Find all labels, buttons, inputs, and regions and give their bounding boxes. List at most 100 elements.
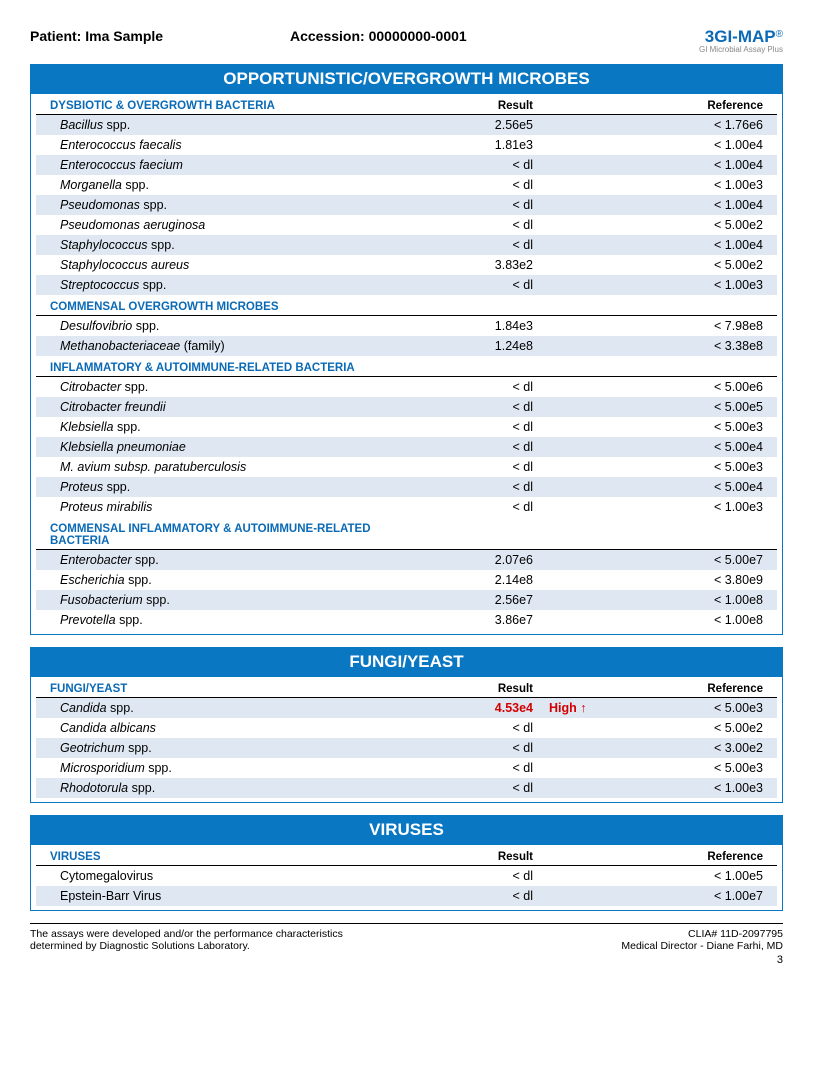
reference-value: < 1.00e8	[623, 613, 763, 627]
col-reference	[623, 523, 763, 547]
result-value: 2.56e5	[403, 118, 533, 132]
data-row: Geotrichum spp.< dl< 3.00e2	[36, 738, 777, 758]
reference-value: < 5.00e3	[623, 460, 763, 474]
col-result	[403, 362, 533, 374]
col-reference	[623, 362, 763, 374]
result-value: < dl	[403, 869, 533, 883]
organism-name: Fusobacterium spp.	[50, 593, 403, 607]
logo-prefix: 3	[705, 27, 714, 46]
col-result: Result	[403, 100, 533, 112]
reference-value: < 1.00e3	[623, 178, 763, 192]
panel: OPPORTUNISTIC/OVERGROWTH MICROBES DYSBIOT…	[30, 64, 783, 635]
group-header: FUNGI/YEASTResultReference	[36, 679, 777, 698]
organism-name: Rhodotorula spp.	[50, 781, 403, 795]
group-header: COMMENSAL INFLAMMATORY & AUTOIMMUNE-RELA…	[36, 519, 777, 550]
result-flag	[533, 721, 623, 735]
reference-value: < 5.00e3	[623, 420, 763, 434]
col-result: Result	[403, 683, 533, 695]
reference-value: < 5.00e6	[623, 380, 763, 394]
reference-value: < 3.38e8	[623, 339, 763, 353]
organism-name: Epstein-Barr Virus	[50, 889, 403, 903]
organism-name: Enterobacter spp.	[50, 553, 403, 567]
data-row: Enterococcus faecalis1.81e3 < 1.00e4	[36, 135, 777, 155]
accession-value: 00000000-0001	[369, 28, 467, 44]
result-flag	[533, 178, 623, 192]
logo-subtitle: GI Microbial Assay Plus	[699, 46, 783, 54]
page-footer: The assays were developed and/or the per…	[30, 923, 783, 966]
col-reference: Reference	[623, 100, 763, 112]
data-row: Rhodotorula spp.< dl< 1.00e3	[36, 778, 777, 798]
group-label: DYSBIOTIC & OVERGROWTH BACTERIA	[50, 100, 403, 112]
patient-name: Ima Sample	[85, 28, 163, 44]
organism-name: Citrobacter spp.	[50, 380, 403, 394]
reference-value: < 1.00e4	[623, 198, 763, 212]
result-flag	[533, 480, 623, 494]
result-value: < dl	[403, 198, 533, 212]
reference-value: < 3.80e9	[623, 573, 763, 587]
data-row: Methanobacteriaceae (family)1.24e8< 3.38…	[36, 336, 777, 356]
data-row: Staphylococcus aureus3.83e2< 5.00e2	[36, 255, 777, 275]
reference-value: < 1.00e7	[623, 889, 763, 903]
result-flag	[533, 138, 623, 152]
reference-value: < 5.00e3	[623, 701, 763, 715]
reference-value: < 5.00e4	[623, 440, 763, 454]
reference-value: < 3.00e2	[623, 741, 763, 755]
col-result	[403, 301, 533, 313]
organism-name: Microsporidium spp.	[50, 761, 403, 775]
result-value: 2.14e8	[403, 573, 533, 587]
result-value: 1.81e3	[403, 138, 533, 152]
page-header: Patient: Ima Sample Accession: 00000000-…	[30, 28, 783, 54]
result-flag	[533, 238, 623, 252]
result-value: < dl	[403, 400, 533, 414]
col-result: Result	[403, 851, 533, 863]
result-value: 2.07e6	[403, 553, 533, 567]
result-value: 1.24e8	[403, 339, 533, 353]
result-value: < dl	[403, 781, 533, 795]
result-flag: High ↑	[533, 701, 623, 715]
panel-title: OPPORTUNISTIC/OVERGROWTH MICROBES	[31, 65, 782, 94]
data-row: Prevotella spp.3.86e7< 1.00e8	[36, 610, 777, 630]
col-reference: Reference	[623, 851, 763, 863]
col-reference	[623, 301, 763, 313]
result-value: < dl	[403, 158, 533, 172]
reference-value: < 5.00e4	[623, 480, 763, 494]
result-flag	[533, 553, 623, 567]
result-flag	[533, 278, 623, 292]
accession-block: Accession: 00000000-0001	[290, 28, 467, 44]
result-value: 1.84e3	[403, 319, 533, 333]
organism-name: Enterococcus faecalis	[50, 138, 403, 152]
result-flag	[533, 500, 623, 514]
reference-value: < 1.00e4	[623, 138, 763, 152]
logo-reg: ®	[776, 29, 783, 40]
data-row: Epstein-Barr Virus< dl< 1.00e7	[36, 886, 777, 906]
patient-label: Patient:	[30, 28, 81, 44]
data-row: Proteus mirabilis< dl< 1.00e3	[36, 497, 777, 517]
group-label: INFLAMMATORY & AUTOIMMUNE-RELATED BACTER…	[50, 362, 403, 374]
reference-value: < 1.00e5	[623, 869, 763, 883]
data-row: Klebsiella spp.< dl< 5.00e3	[36, 417, 777, 437]
result-value: < dl	[403, 480, 533, 494]
data-row: Candida spp.4.53e4High ↑< 5.00e3	[36, 698, 777, 718]
result-value: 4.53e4	[403, 701, 533, 715]
result-value: 2.56e7	[403, 593, 533, 607]
result-flag	[533, 593, 623, 607]
footer-right: CLIA# 11D-2097795 Medical Director - Dia…	[621, 928, 783, 966]
organism-name: Cytomegalovirus	[50, 869, 403, 883]
result-flag	[533, 440, 623, 454]
data-row: Morganella spp.< dl< 1.00e3	[36, 175, 777, 195]
result-value: 3.83e2	[403, 258, 533, 272]
organism-name: Bacillus spp.	[50, 118, 403, 132]
footer-text-2: determined by Diagnostic Solutions Labor…	[30, 940, 621, 952]
reference-value: < 1.00e8	[623, 593, 763, 607]
organism-name: Streptococcus spp.	[50, 278, 403, 292]
col-reference: Reference	[623, 683, 763, 695]
data-row: Proteus spp.< dl< 5.00e4	[36, 477, 777, 497]
panel-title: FUNGI/YEAST	[31, 648, 782, 677]
result-flag	[533, 460, 623, 474]
data-row: Pseudomonas spp.< dl< 1.00e4	[36, 195, 777, 215]
data-row: M. avium subsp. paratuberculosis< dl< 5.…	[36, 457, 777, 477]
group-header: DYSBIOTIC & OVERGROWTH BACTERIAResult Ref…	[36, 96, 777, 115]
organism-name: Citrobacter freundii	[50, 400, 403, 414]
result-flag	[533, 573, 623, 587]
data-row: Cytomegalovirus< dl < 1.00e5	[36, 866, 777, 886]
